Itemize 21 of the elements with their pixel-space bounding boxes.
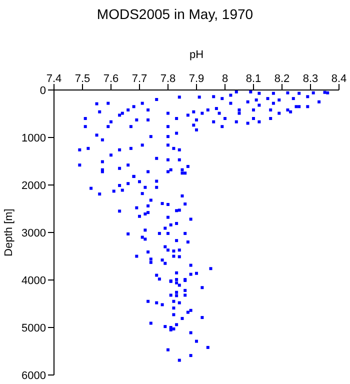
y-tick-label: 4000 xyxy=(22,274,46,287)
y-tick-label: 2000 xyxy=(22,180,46,192)
y-axis-title: Depth [m] xyxy=(3,208,15,256)
x-tick-label: 7.7 xyxy=(132,73,148,85)
x-tick-label: 7.6 xyxy=(103,73,119,85)
x-tick-label: 7.4 xyxy=(46,73,62,85)
x-tick-label: 8.2 xyxy=(274,73,290,85)
chart-title: MODS2005 in May, 1970 xyxy=(96,6,254,22)
y-tick-label: 0 xyxy=(40,84,46,97)
y-tick-label: 3000 xyxy=(22,227,46,240)
y-tick-label: 5000 xyxy=(22,322,46,334)
x-tick-label: 8.4 xyxy=(331,73,347,85)
x-tick-label: 8.1 xyxy=(246,73,262,85)
y-tick-label: 6000 xyxy=(22,370,46,382)
x-tick-label: 8.3 xyxy=(302,73,318,85)
x-tick-label: 7.8 xyxy=(160,73,176,85)
x-axis-title: pH xyxy=(189,48,204,61)
x-tick-label: 8 xyxy=(222,73,228,85)
x-tick-label: 7.5 xyxy=(74,73,90,85)
x-tick-label: 7.9 xyxy=(188,73,204,85)
y-tick-label: 1000 xyxy=(22,132,46,144)
